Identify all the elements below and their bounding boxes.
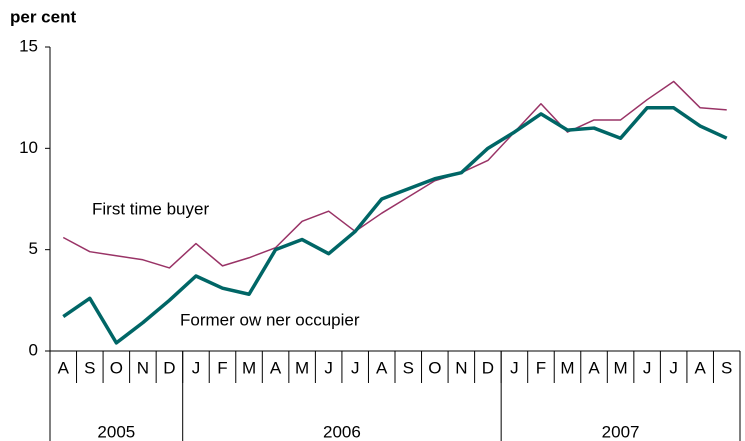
y-tick-label: 10: [19, 138, 38, 157]
series-label: First time buyer: [92, 199, 209, 218]
x-tick-label: O: [428, 358, 441, 377]
x-tick-label: A: [695, 358, 707, 377]
x-tick-label: D: [482, 358, 494, 377]
x-tick-label: N: [455, 358, 467, 377]
x-tick-label: A: [588, 358, 600, 377]
x-tick-label: O: [110, 358, 123, 377]
x-tick-label: N: [137, 358, 149, 377]
x-tick-label: M: [560, 358, 574, 377]
x-tick-label: M: [295, 358, 309, 377]
x-tick-label: J: [643, 358, 652, 377]
x-tick-label: D: [163, 358, 175, 377]
x-group-label: 2005: [97, 422, 135, 441]
x-tick-label: F: [217, 358, 227, 377]
x-group-label: 2007: [602, 422, 640, 441]
x-tick-label: J: [192, 358, 201, 377]
x-tick-label: A: [376, 358, 388, 377]
x-tick-label: J: [324, 358, 333, 377]
y-tick-label: 0: [29, 340, 38, 359]
series-line: [62, 106, 728, 345]
x-tick-label: J: [351, 358, 360, 377]
series-label: Former ow ner occupier: [180, 310, 360, 329]
x-group-label: 2006: [323, 422, 361, 441]
x-tick-label: A: [58, 358, 70, 377]
y-tick-label: 15: [19, 36, 38, 55]
x-tick-label: J: [510, 358, 519, 377]
y-axis-label: per cent: [10, 7, 76, 26]
series-line: [62, 80, 727, 269]
x-tick-label: J: [669, 358, 678, 377]
x-tick-label: S: [721, 358, 732, 377]
x-tick-label: S: [84, 358, 95, 377]
y-tick-label: 5: [29, 239, 38, 258]
x-tick-label: A: [270, 358, 282, 377]
x-tick-label: M: [613, 358, 627, 377]
x-tick-label: M: [242, 358, 256, 377]
x-tick-label: S: [403, 358, 414, 377]
x-tick-label: F: [536, 358, 546, 377]
